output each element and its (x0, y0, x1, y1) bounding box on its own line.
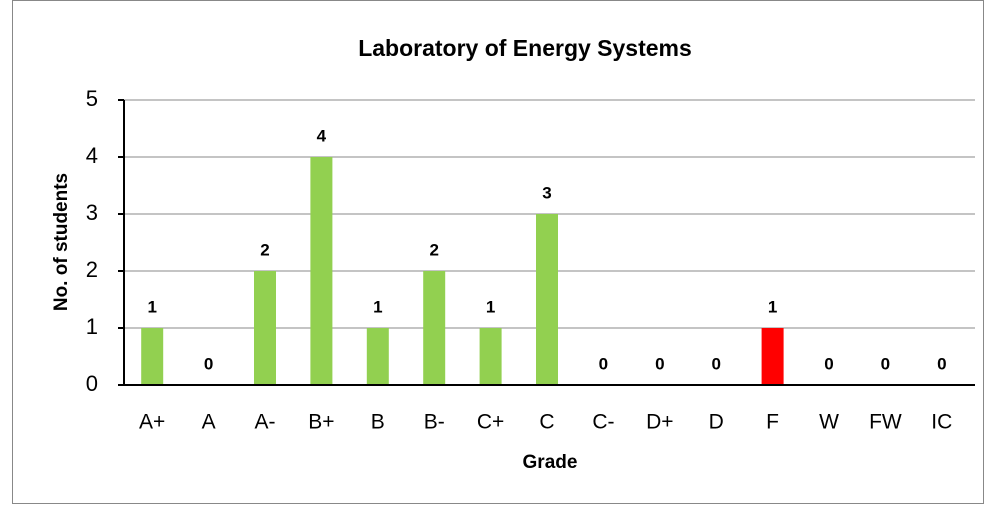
x-tick-label: D (709, 411, 724, 434)
x-tick-label: A (202, 411, 216, 434)
x-tick-label: B+ (308, 411, 334, 434)
x-tick-label: A+ (139, 411, 165, 434)
x-tick-label: C- (592, 411, 614, 434)
x-tick-label: B (371, 411, 385, 434)
chart-frame (12, 0, 984, 504)
y-tick-label: 5 (86, 86, 98, 111)
data-label: 3 (542, 183, 551, 202)
bar (423, 271, 446, 385)
data-label: 1 (486, 297, 495, 316)
data-label: 0 (824, 354, 833, 373)
data-label: 1 (373, 297, 382, 316)
x-tick-label: C+ (477, 411, 504, 434)
data-label: 0 (204, 354, 213, 373)
bar (479, 328, 502, 385)
data-label: 0 (655, 354, 664, 373)
x-tick-label: C (539, 411, 554, 434)
data-label: 0 (599, 354, 608, 373)
chart-title: Laboratory of Energy Systems (358, 35, 692, 61)
x-tick-label: B- (424, 411, 445, 434)
bar (141, 328, 164, 385)
y-tick-label: 2 (86, 257, 98, 282)
x-tick-label: W (819, 411, 839, 434)
bar (254, 271, 276, 385)
y-tick-label: 3 (86, 200, 98, 225)
x-tick-label: D+ (646, 411, 673, 434)
x-tick-label: A- (255, 411, 276, 434)
y-tick-label: 4 (86, 143, 98, 168)
data-label: 4 (317, 126, 327, 145)
data-label: 2 (260, 240, 269, 259)
x-tick-label: FW (869, 411, 902, 434)
data-label: 0 (711, 354, 720, 373)
bar (366, 328, 389, 385)
bar (536, 214, 558, 385)
data-label: 0 (937, 354, 946, 373)
x-tick-label: IC (931, 411, 952, 434)
x-axis-label: Grade (523, 452, 578, 473)
data-label: 1 (147, 297, 156, 316)
data-label: 1 (768, 297, 777, 316)
data-label: 2 (429, 240, 438, 259)
bar (310, 157, 333, 385)
data-label: 0 (881, 354, 890, 373)
x-tick-label: F (766, 411, 779, 434)
y-tick-label: 0 (86, 371, 98, 396)
y-tick-label: 1 (86, 314, 98, 339)
y-axis-label: No. of students (51, 173, 72, 311)
bar (761, 328, 784, 385)
